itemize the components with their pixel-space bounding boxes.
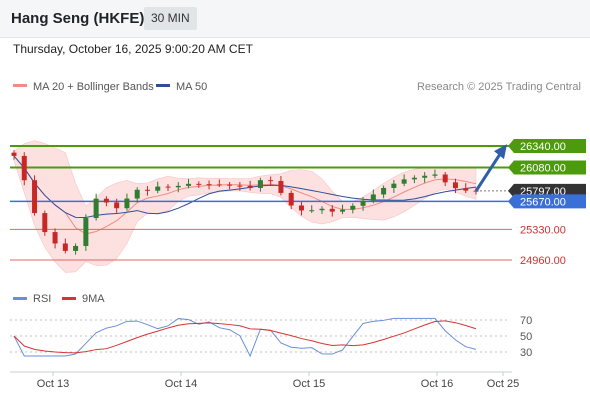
forecast-arrow-head xyxy=(494,144,507,160)
ma20-legend-label: MA 20 + Bollinger Bands xyxy=(33,81,154,93)
chart-datetime: Thursday, October 16, 2025 9:00:20 AM CE… xyxy=(13,42,253,56)
ma9-legend-label: 9MA xyxy=(82,293,105,305)
price-panel: 26340.0026080.0025797.0025670.0025330.00… xyxy=(10,139,586,273)
candle-body xyxy=(340,209,346,212)
rsi-panel: 70 50 30 xyxy=(10,315,532,359)
rsi-tick-50: 50 xyxy=(520,331,532,343)
candle-body xyxy=(175,185,181,188)
resistance-1-label: 26080.00 xyxy=(520,162,566,174)
candle-body xyxy=(124,198,130,209)
candle-body xyxy=(329,208,335,212)
candle-body xyxy=(442,174,448,183)
candle-body xyxy=(165,186,171,188)
candle-body xyxy=(42,213,48,233)
candle-body xyxy=(134,189,140,199)
candle-body xyxy=(144,189,150,191)
candle-body xyxy=(155,186,161,191)
instrument-title: Hang Seng (HKFE) xyxy=(11,10,145,27)
pivot-label: 25670.00 xyxy=(520,196,566,208)
bollinger-band-area xyxy=(13,140,477,273)
candle-body xyxy=(288,192,294,206)
candle-body xyxy=(360,200,366,206)
ma20-legend-swatch xyxy=(13,84,27,87)
candle-body xyxy=(298,205,304,211)
rsi-legend-label: RSI xyxy=(33,293,51,305)
chart-header: Hang Seng (HKFE) 30 MIN xyxy=(0,0,590,38)
candle-body xyxy=(237,185,243,187)
candle-body xyxy=(227,184,233,186)
ma50-line xyxy=(13,155,477,218)
rsi-legend-swatch xyxy=(13,297,27,300)
candle-body xyxy=(216,184,222,186)
candle-body xyxy=(422,175,428,178)
ma50-legend-swatch xyxy=(156,84,170,87)
candle-body xyxy=(350,205,356,210)
x-tick-label: Oct 15 xyxy=(293,378,325,390)
rsi-tick-30: 30 xyxy=(520,347,532,359)
resistance-2-label-tag xyxy=(508,139,586,153)
rsi-ma9-line xyxy=(13,320,477,354)
candle-body xyxy=(432,174,438,176)
x-tick-label: Oct 25 xyxy=(487,378,519,390)
pivot-label-tag xyxy=(508,194,586,209)
x-tick-label: Oct 13 xyxy=(37,378,69,390)
candle-body xyxy=(452,182,458,189)
candle-body xyxy=(268,180,274,182)
candle-body xyxy=(83,218,89,246)
candle-body xyxy=(11,152,17,156)
candle-body xyxy=(473,190,479,192)
candle-body xyxy=(463,188,469,191)
candle-body xyxy=(186,183,192,186)
candle-body xyxy=(278,180,284,193)
candle-body xyxy=(93,198,99,219)
ma50-legend-label: MA 50 xyxy=(176,81,207,93)
candle-body xyxy=(114,202,120,209)
candle-body xyxy=(52,232,58,244)
resistance-1-label-tag xyxy=(508,160,586,175)
research-credit: Research © 2025 Trading Central xyxy=(417,81,581,93)
candle-body xyxy=(247,185,253,188)
candle-body xyxy=(103,198,109,203)
candle-body xyxy=(401,179,407,184)
candle-body xyxy=(411,177,417,180)
x-tick-label: Oct 16 xyxy=(421,378,453,390)
candle-body xyxy=(32,180,38,214)
candle-body xyxy=(370,194,376,201)
support-2-label: 24960.00 xyxy=(520,255,566,267)
rsi-tick-70: 70 xyxy=(520,315,532,327)
candle-body xyxy=(381,187,387,195)
support-1-label: 25330.00 xyxy=(520,224,566,236)
candle-body xyxy=(257,180,263,188)
x-axis: Oct 13 Oct 14 Oct 15 Oct 16 Oct 25 xyxy=(37,372,519,390)
candle-body xyxy=(319,208,325,211)
candle-body xyxy=(196,183,202,185)
candle-body xyxy=(73,245,79,251)
candle-body xyxy=(391,183,397,188)
x-tick-label: Oct 14 xyxy=(165,378,197,390)
ma20-line xyxy=(13,155,477,235)
candle-body xyxy=(309,210,315,212)
timeframe-button[interactable]: 30 MIN xyxy=(144,7,197,30)
candle-body xyxy=(206,184,212,186)
candle-body xyxy=(62,243,68,251)
forecast-arrow-shaft xyxy=(474,153,502,192)
rsi-line xyxy=(13,317,477,358)
ma9-legend-swatch xyxy=(62,297,76,300)
candle-body xyxy=(21,155,27,181)
resistance-2-label: 26340.00 xyxy=(520,141,566,153)
